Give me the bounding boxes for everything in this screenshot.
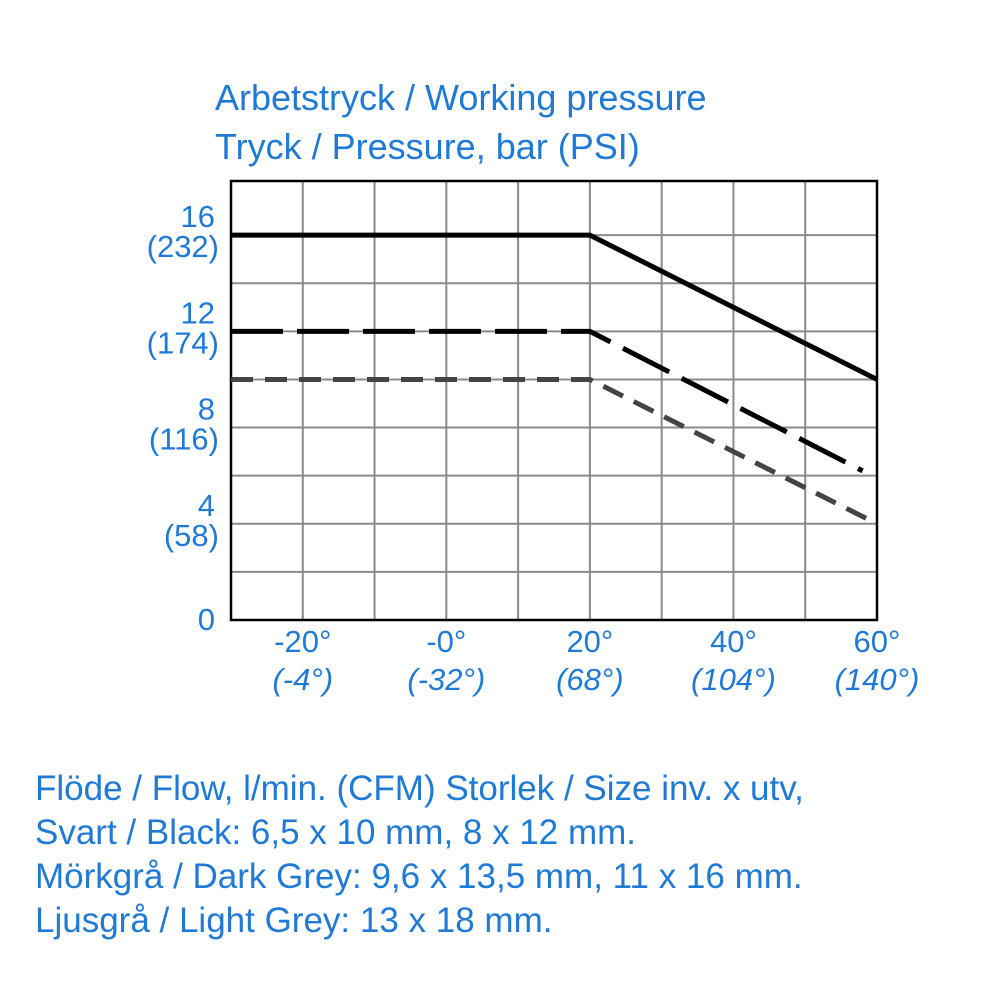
chart-title: Arbetstryck / Working pressure [215, 77, 706, 118]
note-line: Svart / Black: 6,5 x 10 mm, 8 x 12 mm. [35, 813, 636, 852]
y2-tick-label: (116) [149, 422, 219, 457]
note-line: Ljusgrå / Light Grey: 13 x 18 mm. [35, 901, 552, 940]
x-tick-label: 20° [566, 624, 613, 659]
y2-tick-label: (232) [147, 229, 219, 264]
y2-tick-label: (58) [164, 518, 219, 553]
plot-frame [229, 179, 879, 622]
y2-tick-label: (174) [147, 325, 219, 360]
y-tick-label: 0 [198, 602, 215, 637]
note-line: Flöde / Flow, l/min. (CFM) Storlek / Siz… [35, 769, 804, 808]
x-tick-sublabel: (68°) [556, 662, 624, 697]
x-tick-sublabel: (-4°) [272, 662, 333, 697]
y-tick-label: 16 [181, 199, 215, 234]
x-tick-label: -0° [426, 624, 466, 659]
y-tick-label: 8 [198, 392, 215, 427]
x-tick-label: -20° [274, 624, 331, 659]
x-tick-sublabel: (104°) [691, 662, 776, 697]
note-line: Mörkgrå / Dark Grey: 9,6 x 13,5 mm, 11 x… [35, 857, 803, 896]
series-line [231, 376, 879, 527]
y-tick-label: 4 [198, 488, 215, 523]
series-line [231, 232, 879, 382]
x-tick-sublabel: (140°) [835, 662, 920, 697]
x-tick-label: 40° [710, 624, 757, 659]
x-tick-label: 60° [854, 624, 901, 659]
series-line [231, 328, 864, 474]
y-tick-label: 12 [181, 295, 215, 330]
x-tick-sublabel: (-32°) [407, 662, 485, 697]
y-axis-label: Tryck / Pressure, bar (PSI) [215, 126, 640, 167]
